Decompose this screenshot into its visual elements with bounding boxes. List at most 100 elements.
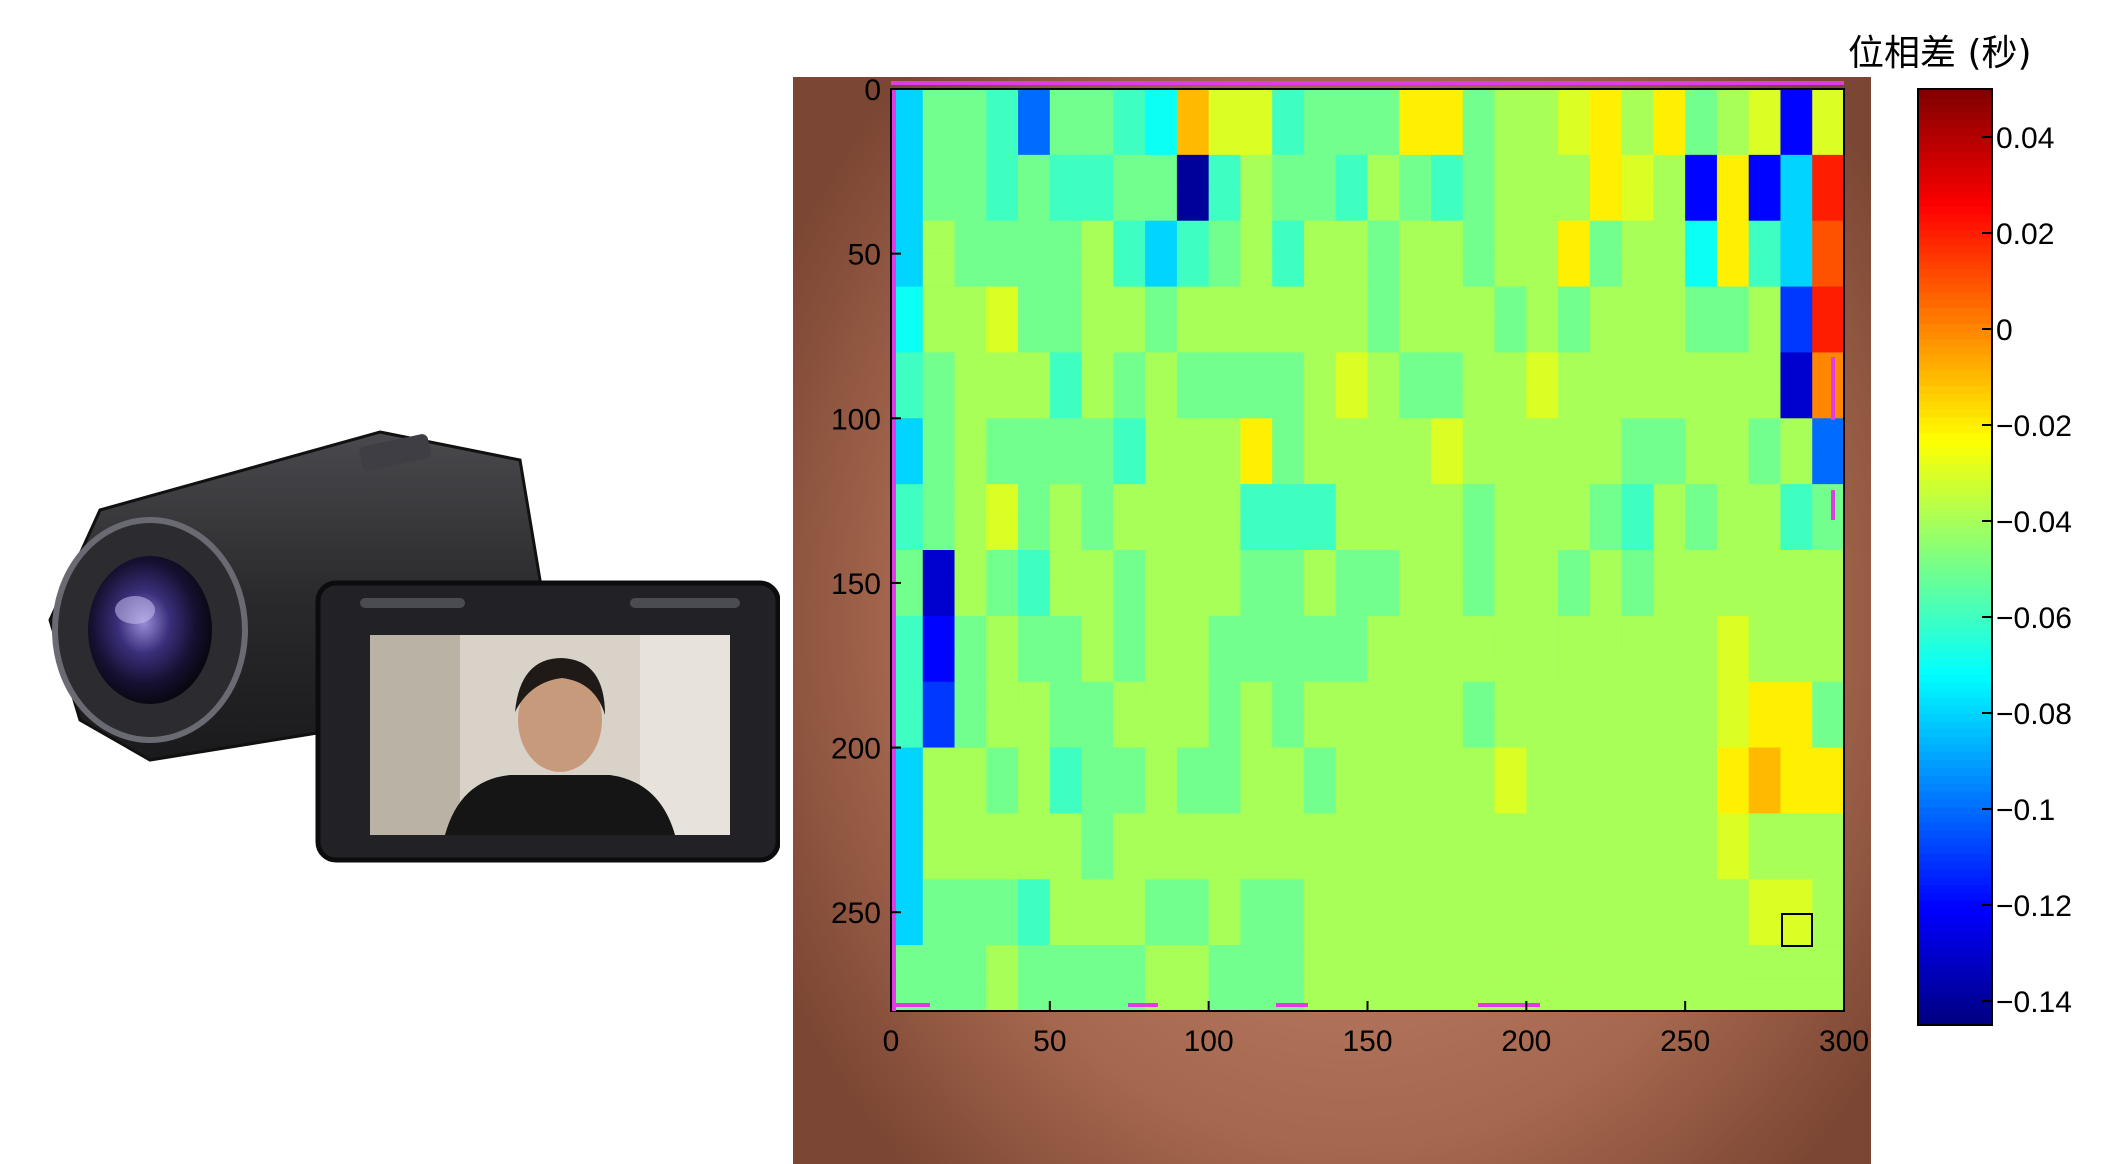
heatmap-cell bbox=[1176, 484, 1209, 518]
heatmap-cell bbox=[1748, 352, 1781, 386]
heatmap-cell bbox=[1653, 615, 1686, 650]
heatmap-cell bbox=[1653, 418, 1686, 452]
heatmap-cell bbox=[1081, 780, 1114, 814]
heatmap-cell bbox=[1431, 352, 1464, 386]
heatmap-cell bbox=[1081, 945, 1114, 979]
colorbar-segment bbox=[1918, 939, 1992, 948]
heatmap-cell bbox=[1176, 681, 1209, 715]
heatmap-cell bbox=[1176, 978, 1209, 1012]
heatmap-cell bbox=[1145, 385, 1178, 419]
heatmap-cell bbox=[1240, 945, 1273, 979]
heatmap-cell bbox=[1780, 714, 1813, 748]
heatmap-cell bbox=[1399, 747, 1432, 781]
x-tick-label: 200 bbox=[1501, 1025, 1551, 1058]
heatmap-cell bbox=[1812, 89, 1845, 123]
heatmap-cell bbox=[1049, 714, 1082, 748]
heatmap-cell bbox=[1558, 121, 1591, 156]
heatmap-cell bbox=[1303, 615, 1337, 650]
heatmap-cell bbox=[1748, 714, 1781, 748]
screen-background-shelf bbox=[370, 635, 460, 835]
y-tick-label: 200 bbox=[831, 733, 881, 766]
colorbar-segment bbox=[1918, 362, 1992, 371]
heatmap-cell bbox=[1812, 648, 1845, 683]
heatmap-cell bbox=[1272, 648, 1305, 683]
heatmap-cell bbox=[1748, 747, 1781, 781]
heatmap-cell bbox=[1081, 484, 1114, 518]
heatmap-cell bbox=[1526, 582, 1559, 617]
heatmap-cell bbox=[1653, 879, 1686, 913]
heatmap-cell bbox=[1780, 451, 1813, 485]
colorbar-segment bbox=[1918, 744, 1992, 753]
colorbar-segment bbox=[1918, 970, 1992, 979]
heatmap-cell bbox=[1399, 582, 1432, 617]
heatmap-cell bbox=[1431, 385, 1464, 419]
heatmap-cell bbox=[1113, 912, 1146, 946]
colorbar-segment bbox=[1918, 666, 1992, 675]
heatmap-cell bbox=[1685, 253, 1718, 287]
heatmap-cell bbox=[1494, 780, 1527, 814]
boundary-marks bbox=[891, 81, 1844, 1011]
heatmap-cell bbox=[1272, 89, 1305, 123]
heatmap-cell bbox=[1494, 582, 1527, 617]
heatmap-cell bbox=[1113, 220, 1146, 254]
heatmap-cell bbox=[1049, 813, 1082, 847]
heatmap-cell bbox=[1240, 550, 1273, 584]
heatmap-cell bbox=[1780, 121, 1813, 156]
heatmap-cell bbox=[1049, 418, 1082, 452]
heatmap-cell bbox=[1526, 89, 1559, 123]
heatmap-cell bbox=[1716, 879, 1749, 913]
heatmap-cell bbox=[1494, 154, 1527, 189]
heatmap-cell bbox=[1303, 978, 1337, 1012]
heatmap-cell bbox=[1081, 154, 1114, 189]
heatmap-cell bbox=[1399, 484, 1432, 518]
heatmap-cell bbox=[1812, 121, 1845, 156]
heatmap-cell bbox=[1303, 780, 1337, 814]
heatmap-cell bbox=[954, 582, 987, 617]
heatmap-cell bbox=[1716, 484, 1749, 518]
heatmap-cell bbox=[1335, 550, 1368, 584]
heatmap-cell bbox=[1208, 615, 1241, 650]
colorbar-segment bbox=[1918, 393, 1992, 402]
heatmap-cell bbox=[1399, 187, 1432, 222]
heatmap-cell bbox=[1367, 121, 1400, 156]
heatmap-cell bbox=[1145, 484, 1178, 518]
heatmap-cell bbox=[954, 517, 987, 551]
heatmap-cell bbox=[1176, 945, 1209, 979]
heatmap-cell bbox=[1399, 89, 1432, 123]
heatmap-cell bbox=[1399, 385, 1432, 419]
heatmap-cell bbox=[1621, 89, 1654, 123]
heatmap-cell bbox=[1462, 615, 1495, 650]
heatmap-cell bbox=[891, 714, 924, 748]
heatmap-cell bbox=[922, 286, 955, 320]
heatmap-cell bbox=[1081, 648, 1114, 683]
heatmap-cell bbox=[1716, 813, 1749, 847]
heatmap-cell bbox=[1494, 714, 1527, 748]
y-tick-label: 100 bbox=[831, 403, 881, 436]
heatmap-cell bbox=[1081, 385, 1114, 419]
heatmap-cell bbox=[1049, 286, 1082, 320]
heatmap-cell bbox=[1558, 89, 1591, 123]
heatmap-cell bbox=[1208, 813, 1241, 847]
heatmap-cell bbox=[1081, 582, 1114, 617]
colorbar-segment bbox=[1918, 798, 1992, 808]
heatmap-cell bbox=[986, 978, 1019, 1012]
heatmap-cell bbox=[986, 517, 1019, 551]
heatmap-cell bbox=[1208, 747, 1241, 781]
colorbar-segment bbox=[1918, 830, 1992, 839]
heatmap-cell bbox=[1716, 451, 1749, 485]
heatmap-cell bbox=[1240, 286, 1273, 320]
heatmap-cell bbox=[1653, 681, 1686, 715]
heatmap-cell bbox=[1589, 550, 1622, 584]
heatmap-cell bbox=[1621, 418, 1654, 452]
heatmap-cell bbox=[1208, 945, 1241, 979]
colorbar-segment bbox=[1918, 674, 1992, 683]
heatmap-cell bbox=[1526, 352, 1559, 386]
screen-person-head bbox=[518, 668, 602, 772]
heatmap-cell bbox=[1208, 220, 1241, 254]
colorbar-tick-label: −0.14 bbox=[1996, 986, 2072, 1019]
heatmap-cell bbox=[954, 780, 987, 814]
colorbar-segment bbox=[1918, 869, 1992, 878]
colorbar-segment bbox=[1918, 120, 1992, 129]
heatmap-cell bbox=[922, 582, 955, 617]
heatmap-cell bbox=[1272, 615, 1305, 650]
